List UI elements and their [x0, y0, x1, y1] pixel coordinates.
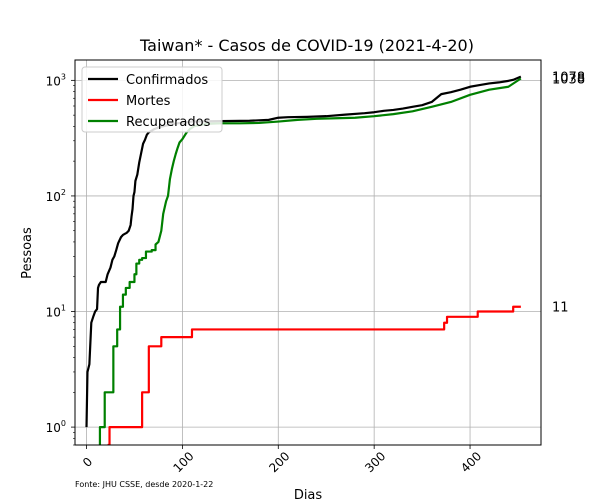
series-line-mortes	[107, 305, 521, 445]
end-label-confirmados: 1078	[552, 71, 585, 86]
legend-label-confirmados: Confirmados	[126, 73, 208, 88]
source-note: Fonte: JHU CSSE, desde 2020-1-22	[75, 480, 213, 489]
end-label-layer: 1078 11 1038	[552, 71, 585, 316]
y-tick-label: 102	[46, 188, 66, 204]
legend-box	[81, 66, 223, 133]
y-tick-label: 101	[46, 304, 66, 320]
legend-label-recuperados: Recuperados	[126, 115, 211, 130]
x-axis-label: Dias	[294, 488, 323, 500]
end-label-recuperados: 1038	[552, 72, 585, 87]
y-tick-label: 103	[46, 72, 66, 88]
series-line-recuperados	[98, 77, 522, 445]
y-tick-label: 100	[46, 419, 66, 435]
legend: Confirmados Mortes Recuperados	[81, 66, 223, 133]
plot-frame	[74, 59, 542, 446]
legend-label-mortes: Mortes	[126, 94, 171, 109]
end-label-mortes: 11	[552, 301, 569, 316]
y-axis-label: Pessoas	[20, 227, 35, 279]
chart-title: Taiwan* - Casos de COVID-19 (2021-4-20)	[139, 36, 474, 55]
